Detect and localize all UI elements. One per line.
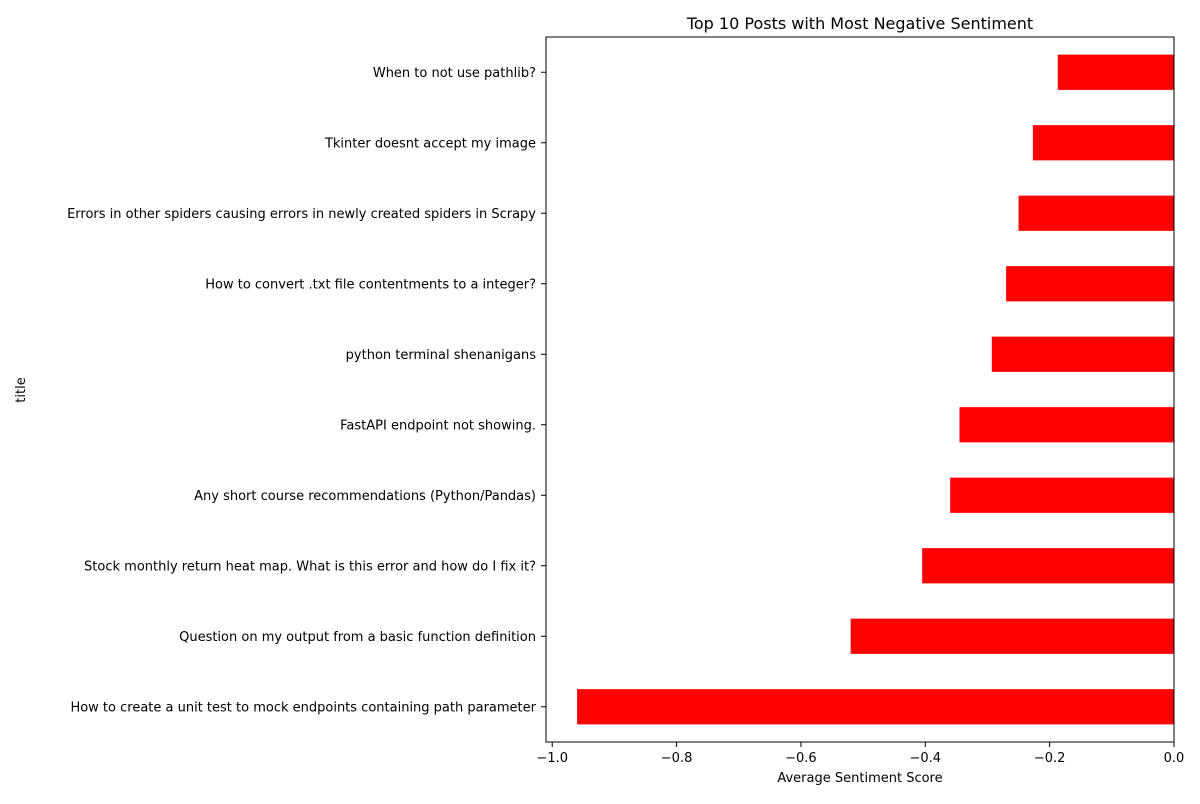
x-tick-label: −0.4 — [909, 751, 941, 766]
chart-title: Top 10 Posts with Most Negative Sentimen… — [686, 14, 1033, 33]
x-axis-ticks: −1.0 −0.8 −0.6 −0.4 −0.2 0.0 — [536, 742, 1184, 766]
bar — [1032, 125, 1174, 161]
x-tick-label: −0.2 — [1034, 751, 1066, 766]
y-tick-label: python terminal shenanigans — [346, 348, 537, 363]
bar — [959, 407, 1174, 443]
plot-frame — [545, 36, 1175, 743]
y-tick-label: FastAPI endpoint not showing. — [340, 418, 536, 433]
bar — [1006, 266, 1174, 302]
x-axis-label: Average Sentiment Score — [777, 771, 942, 786]
bar — [850, 618, 1174, 654]
bar — [577, 689, 1174, 725]
bar — [991, 336, 1174, 372]
y-tick-label: Any short course recommendations (Python… — [194, 489, 536, 504]
bar — [950, 477, 1174, 513]
y-axis-ticks: How to create a unit test to mock endpoi… — [67, 66, 546, 715]
bar — [1057, 54, 1174, 90]
y-tick-label: When to not use pathlib? — [373, 66, 536, 81]
bar — [1018, 195, 1174, 231]
bars-group — [577, 54, 1174, 725]
y-tick-label: Stock monthly return heat map. What is t… — [84, 559, 536, 574]
bar — [922, 548, 1174, 584]
x-tick-label: 0.0 — [1164, 751, 1185, 766]
y-tick-label: How to convert .txt file contentments to… — [205, 277, 536, 292]
x-tick-label: −0.6 — [785, 751, 817, 766]
y-tick-label: Errors in other spiders causing errors i… — [67, 207, 536, 222]
y-axis-label: title — [14, 377, 29, 402]
x-tick-label: −0.8 — [661, 751, 693, 766]
y-tick-label: How to create a unit test to mock endpoi… — [70, 700, 536, 715]
x-tick-label: −1.0 — [536, 751, 568, 766]
y-tick-label: Tkinter doesnt accept my image — [324, 136, 536, 151]
y-tick-label: Question on my output from a basic funct… — [179, 630, 536, 645]
